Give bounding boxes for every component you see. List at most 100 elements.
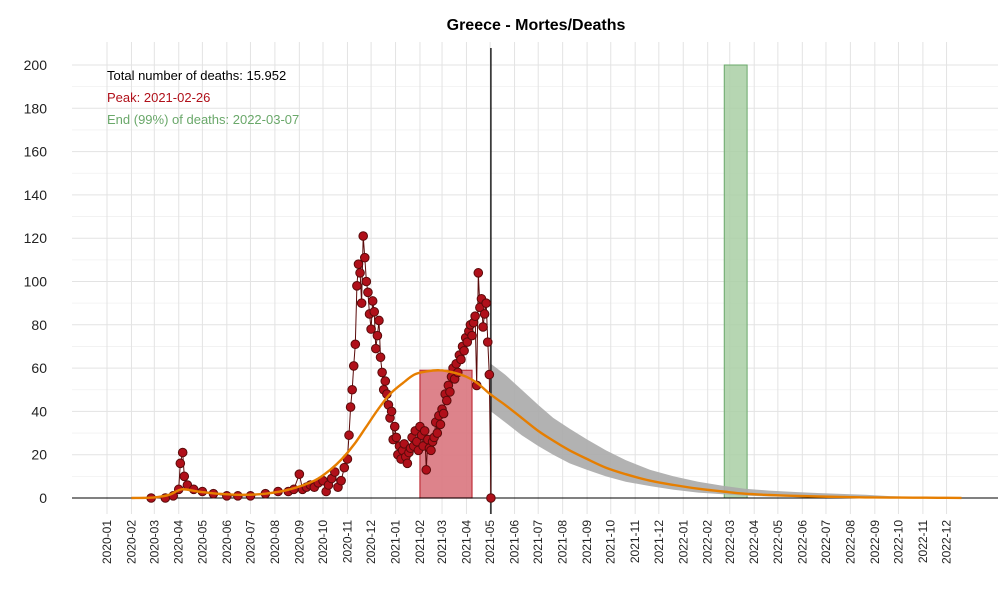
observed-death-point xyxy=(435,419,446,430)
observed-death-point xyxy=(366,324,376,334)
fitted-curve-line xyxy=(131,369,962,500)
x-tick-label: 2022-02 xyxy=(701,520,715,564)
observed-death-point xyxy=(363,287,373,298)
x-tick-label: 2021-12 xyxy=(652,520,666,564)
observed-death-point xyxy=(374,315,384,326)
observed-death-point xyxy=(177,447,188,458)
annotation-total: Total number of deaths: 15.952 xyxy=(107,68,286,83)
observed-death-point xyxy=(470,311,480,321)
x-tick-label: 2022-08 xyxy=(843,520,857,564)
y-tick-label: 0 xyxy=(39,490,47,506)
x-tick-label: 2021-02 xyxy=(413,520,427,564)
observed-death-point xyxy=(391,432,402,443)
observed-death-point xyxy=(481,298,491,308)
x-tick-label: 2022-07 xyxy=(819,520,833,564)
x-tick-label: 2021-06 xyxy=(508,520,522,564)
observed-death-point xyxy=(358,231,369,241)
x-tick-label: 2020-04 xyxy=(172,520,186,564)
forecast-band-area xyxy=(490,363,962,498)
x-tick-label: 2020-02 xyxy=(124,520,138,564)
observed-death-point xyxy=(482,337,493,347)
x-tick-label: 2022-10 xyxy=(892,520,906,564)
observed-death-point xyxy=(355,268,365,278)
y-tick-label: 100 xyxy=(24,274,48,290)
x-tick-label: 2022-09 xyxy=(868,520,882,564)
x-tick-label: 2020-01 xyxy=(100,520,114,564)
observed-death-point xyxy=(179,471,190,482)
observed-death-point xyxy=(473,268,484,278)
y-tick-label: 120 xyxy=(24,230,48,246)
x-tick-label: 2022-05 xyxy=(771,520,785,564)
y-tick-label: 60 xyxy=(31,360,47,376)
x-tick-label: 2020-03 xyxy=(147,520,161,564)
observed-death-point xyxy=(336,475,346,486)
observed-death-point xyxy=(467,330,477,341)
observed-death-point xyxy=(386,406,397,417)
fitted-curve xyxy=(131,369,962,500)
x-tick-label: 2020-11 xyxy=(340,520,354,563)
observed-death-point xyxy=(294,469,305,479)
observed-death-point xyxy=(372,330,383,341)
observed-death-point xyxy=(371,343,381,354)
x-tick-label: 2020-05 xyxy=(195,520,209,564)
x-tick-label: 2021-10 xyxy=(604,520,618,564)
observed-death-point xyxy=(345,402,356,412)
end-region xyxy=(723,64,748,499)
y-tick-label: 140 xyxy=(24,187,48,203)
chart-title: Greece - Mortes/Deaths xyxy=(447,17,626,34)
y-axis-ticks: 0 20 40 60 80 100 120 140 160 180 200 xyxy=(24,57,48,506)
x-tick-label: 2021-03 xyxy=(435,520,449,564)
x-tick-label: 2021-11 xyxy=(628,520,642,563)
x-tick-label: 2022-01 xyxy=(676,520,690,564)
y-tick-label: 80 xyxy=(31,317,47,333)
x-tick-label: 2021-05 xyxy=(483,520,497,564)
observed-death-point xyxy=(484,369,495,380)
x-tick-label: 2020-08 xyxy=(268,520,282,564)
x-tick-label: 2021-08 xyxy=(556,520,570,564)
observed-death-point xyxy=(375,352,386,363)
observed-death-point xyxy=(367,296,378,306)
observed-death-point xyxy=(426,445,436,456)
y-tick-label: 200 xyxy=(24,57,48,73)
observed-death-point xyxy=(222,491,232,501)
forecast-band xyxy=(490,363,962,498)
x-tick-label: 2020-10 xyxy=(316,520,330,564)
observed-death-point xyxy=(348,361,359,371)
x-tick-label: 2020-12 xyxy=(364,520,378,564)
x-tick-label: 2020-07 xyxy=(244,520,258,564)
y-tick-label: 160 xyxy=(24,144,48,160)
observed-death-point xyxy=(350,339,361,350)
observed-death-point xyxy=(479,309,490,319)
x-tick-label: 2021-01 xyxy=(389,520,403,564)
observed-death-point xyxy=(356,298,367,308)
observed-death-point xyxy=(377,367,387,378)
x-tick-label: 2021-07 xyxy=(531,520,545,564)
x-tick-label: 2020-06 xyxy=(220,520,234,564)
observed-death-point xyxy=(352,281,362,291)
observed-death-point xyxy=(438,408,449,419)
observed-death-point xyxy=(369,307,380,317)
observed-death-point xyxy=(456,354,466,365)
x-tick-label: 2021-09 xyxy=(580,520,594,564)
observed-death-point xyxy=(432,428,443,438)
y-tick-label: 180 xyxy=(24,100,48,116)
observed-death-point xyxy=(380,376,391,386)
observed-death-point xyxy=(445,387,455,397)
x-tick-label: 2022-06 xyxy=(795,520,809,564)
x-tick-label: 2021-04 xyxy=(460,520,474,564)
x-tick-label: 2020-09 xyxy=(292,520,306,564)
observed-death-point xyxy=(441,395,452,406)
observed-death-point xyxy=(402,458,413,469)
observed-death-point xyxy=(339,462,350,473)
x-tick-label: 2022-11 xyxy=(916,520,930,563)
x-tick-label: 2022-03 xyxy=(723,520,737,564)
observed-death-point xyxy=(421,465,432,475)
observed-death-point xyxy=(478,322,488,332)
observed-death-point xyxy=(344,430,354,441)
observed-death-point xyxy=(347,384,357,395)
y-tick-label: 40 xyxy=(31,403,47,419)
x-tick-label: 2022-12 xyxy=(940,520,954,564)
observed-death-point xyxy=(419,426,430,436)
annotation-end: End (99%) of deaths: 2022-03-07 xyxy=(107,112,299,127)
